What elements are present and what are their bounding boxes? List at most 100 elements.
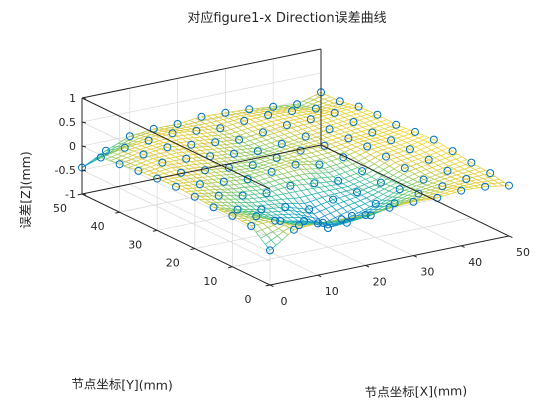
mesh-segment (363, 139, 370, 142)
mesh-segment (221, 123, 227, 127)
mesh-segment (249, 108, 255, 112)
mesh-segment (154, 168, 160, 172)
mesh-segment (188, 122, 195, 125)
mesh-segment (320, 181, 327, 184)
mesh-segment (271, 239, 277, 246)
mesh-segment (118, 149, 124, 153)
data-point (115, 160, 124, 169)
mesh-segment (348, 180, 354, 185)
mesh-segment (163, 141, 171, 143)
mesh-segment (241, 112, 247, 115)
mesh-segment (278, 135, 284, 140)
mesh-segment (268, 203, 275, 206)
mesh-segment (373, 159, 381, 165)
data-point (305, 205, 314, 214)
mesh-segment (309, 122, 315, 127)
mesh-segment (367, 146, 373, 150)
mesh-segment (332, 224, 338, 228)
mesh-segment (291, 180, 298, 182)
mesh-segment (308, 183, 314, 189)
mesh-segment (189, 181, 195, 186)
mesh-segment (306, 147, 313, 150)
mesh-segment (336, 207, 343, 211)
mesh-segment (254, 193, 261, 195)
mesh-segment (179, 130, 185, 133)
mesh-segment (316, 197, 323, 200)
mesh-segment (487, 180, 493, 184)
mesh-segment (337, 117, 345, 120)
mesh-segment (343, 201, 349, 206)
mesh-segment (292, 220, 297, 223)
mesh-segment (444, 176, 452, 180)
mesh-segment (345, 111, 352, 114)
mesh-segment (382, 207, 388, 210)
mesh-segment (151, 143, 159, 147)
mesh-segment (277, 235, 283, 241)
mesh-segment (425, 167, 433, 170)
mesh-segment (325, 208, 331, 214)
mesh-segment (156, 130, 164, 134)
mesh-segment (144, 166, 151, 170)
mesh-segment (302, 184, 308, 190)
mesh-segment (122, 140, 129, 144)
mesh-segment (359, 216, 365, 219)
mesh-segment (414, 186, 422, 190)
mesh-segment (407, 194, 413, 197)
mesh-segment (200, 166, 206, 171)
mesh-segment (291, 146, 297, 150)
mesh-segment (354, 215, 360, 219)
mesh-segment (231, 111, 237, 115)
mesh-segment (310, 199, 317, 202)
mesh-segment (434, 176, 441, 180)
mesh-segment (214, 158, 220, 163)
mesh-segment (370, 118, 377, 122)
mesh-segment (306, 215, 313, 218)
mesh-segment (331, 203, 338, 207)
mesh-segment (410, 185, 417, 189)
mesh-segment (219, 207, 225, 211)
mesh-segment (321, 177, 327, 183)
z-tick-mark (81, 97, 87, 100)
data-point (424, 155, 433, 164)
data-point (125, 132, 134, 141)
mesh-segment (133, 140, 138, 143)
mesh-segment (322, 115, 328, 119)
mesh-segment (273, 133, 279, 137)
mesh-segment (417, 156, 425, 160)
mesh-segment (339, 148, 345, 153)
mesh-segment (396, 135, 404, 139)
mesh-segment (299, 138, 305, 141)
mesh-segment (231, 110, 238, 113)
mesh-segment (308, 127, 314, 131)
mesh-segment (134, 135, 141, 138)
mesh-segment (232, 124, 238, 128)
mesh-segment (338, 102, 345, 105)
mesh-segment (272, 166, 280, 169)
mesh-segment (189, 164, 196, 166)
mesh-segment (322, 134, 328, 138)
mesh-segment (195, 118, 201, 122)
mesh-segment (394, 144, 401, 147)
mesh-segment (297, 126, 303, 130)
mesh-segment (305, 168, 312, 174)
mesh-segment (279, 162, 285, 166)
mesh-segment (356, 212, 363, 217)
mesh-segment (464, 166, 471, 170)
mesh-segment (362, 189, 368, 193)
mesh-segment (279, 148, 286, 152)
mesh-segment (213, 114, 219, 118)
mesh-segment (312, 146, 319, 149)
mesh-segment (406, 179, 414, 183)
mesh-segment (261, 187, 268, 190)
mesh-segment (208, 128, 215, 130)
mesh-segment (448, 165, 454, 170)
mesh-segment (87, 160, 93, 164)
y-tick-label: 10 (203, 275, 217, 288)
mesh-segment (240, 114, 247, 117)
mesh-segment (374, 123, 380, 127)
mesh-segment (210, 122, 216, 126)
mesh-segment (301, 105, 307, 107)
mesh-segment (321, 152, 328, 155)
data-point (429, 135, 438, 144)
mesh-segment (420, 169, 427, 173)
